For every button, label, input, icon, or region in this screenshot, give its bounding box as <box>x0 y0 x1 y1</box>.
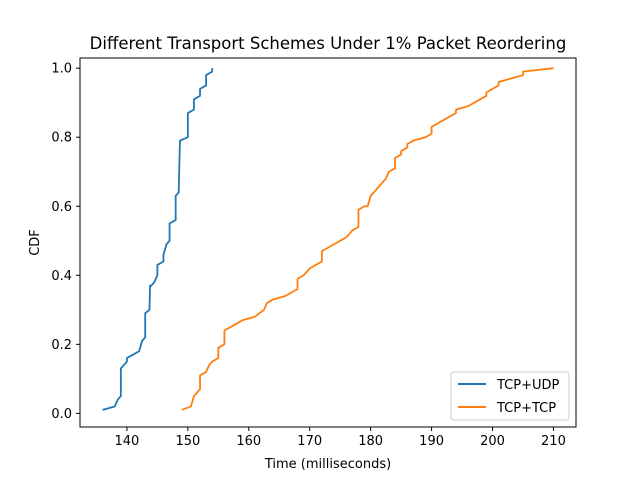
y-tick-label: 0.8 <box>51 131 72 146</box>
x-tick-label: 210 <box>541 434 566 449</box>
series-line-tcp-udp <box>102 68 214 411</box>
y-tick-label: 0.0 <box>51 407 72 422</box>
y-axis-label: CDF <box>28 229 43 256</box>
x-tick-label: 160 <box>236 434 261 449</box>
plot-area <box>79 57 577 428</box>
x-tick-label: 200 <box>480 434 505 449</box>
x-tick-label: 170 <box>297 434 322 449</box>
y-tick-label: 0.4 <box>51 269 72 284</box>
y-axis: 0.0 0.2 0.4 0.6 0.8 1.0 <box>51 62 80 422</box>
x-tick-label: 150 <box>175 434 200 449</box>
legend-label-tcp-tcp: TCP+TCP <box>496 401 556 416</box>
x-axis-label: Time (milliseconds) <box>264 457 391 472</box>
series-layer <box>102 67 554 411</box>
x-axis: 140 150 160 170 180 190 200 210 <box>115 427 566 449</box>
x-tick-label: 140 <box>115 434 140 449</box>
x-tick-label: 180 <box>358 434 383 449</box>
y-tick-label: 0.6 <box>51 200 72 215</box>
y-tick-label: 1.0 <box>51 62 72 77</box>
chart-title: Different Transport Schemes Under 1% Pac… <box>90 34 567 53</box>
plot-background <box>80 58 576 427</box>
legend-label-tcp-udp: TCP+UDP <box>496 378 560 393</box>
y-tick-label: 0.2 <box>51 338 72 353</box>
plot-frame <box>79 57 577 428</box>
legend: TCP+UDP TCP+TCP <box>450 371 570 421</box>
x-tick-label: 190 <box>419 434 444 449</box>
series-line-tcp-tcp <box>181 67 554 411</box>
